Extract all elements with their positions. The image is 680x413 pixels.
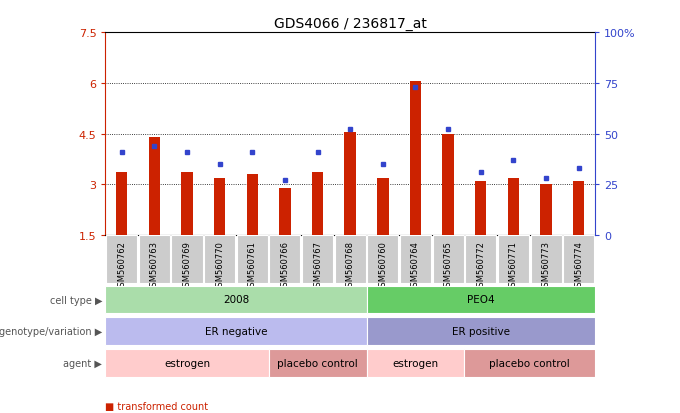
Bar: [116, 173, 127, 235]
Text: GSM560760: GSM560760: [378, 240, 388, 291]
Text: PEO4: PEO4: [467, 294, 494, 304]
Bar: [367, 318, 595, 345]
Bar: [345, 133, 356, 235]
Text: ■ transformed count: ■ transformed count: [105, 401, 209, 411]
Bar: [464, 349, 595, 377]
Text: GSM560766: GSM560766: [280, 240, 290, 291]
Bar: [335, 235, 366, 283]
Bar: [204, 235, 235, 283]
Bar: [106, 235, 137, 283]
Text: estrogen: estrogen: [392, 358, 439, 368]
Bar: [400, 235, 431, 283]
Text: GSM560763: GSM560763: [150, 240, 159, 291]
Bar: [105, 318, 367, 345]
Text: GSM560774: GSM560774: [574, 240, 583, 291]
Text: GSM560765: GSM560765: [443, 240, 453, 291]
Text: agent ▶: agent ▶: [63, 358, 102, 368]
Text: cell type ▶: cell type ▶: [50, 295, 102, 305]
Title: GDS4066 / 236817_at: GDS4066 / 236817_at: [274, 17, 426, 31]
Bar: [105, 349, 269, 377]
Text: GSM560762: GSM560762: [117, 240, 126, 291]
Bar: [105, 286, 367, 313]
Text: GSM560770: GSM560770: [215, 240, 224, 291]
Bar: [498, 235, 529, 283]
Bar: [171, 235, 203, 283]
Bar: [443, 134, 454, 235]
Text: GSM560772: GSM560772: [476, 240, 486, 291]
Bar: [573, 181, 584, 235]
Bar: [475, 181, 486, 235]
Bar: [237, 235, 268, 283]
Bar: [465, 235, 496, 283]
Bar: [530, 235, 562, 283]
Text: GSM560761: GSM560761: [248, 240, 257, 291]
Bar: [410, 82, 421, 235]
Text: genotype/variation ▶: genotype/variation ▶: [0, 327, 102, 337]
Text: GSM560773: GSM560773: [541, 240, 551, 291]
Bar: [214, 178, 225, 235]
Text: 2008: 2008: [223, 294, 249, 304]
Bar: [508, 178, 519, 235]
Text: GSM560771: GSM560771: [509, 240, 518, 291]
Bar: [312, 173, 323, 235]
Bar: [279, 188, 290, 235]
Text: ER positive: ER positive: [452, 326, 510, 336]
Bar: [247, 175, 258, 235]
Bar: [302, 235, 333, 283]
Text: placebo control: placebo control: [277, 358, 358, 368]
Bar: [367, 235, 398, 283]
Bar: [269, 235, 301, 283]
Text: GSM560767: GSM560767: [313, 240, 322, 291]
Text: estrogen: estrogen: [164, 358, 210, 368]
Text: GSM560768: GSM560768: [345, 240, 355, 291]
Bar: [367, 286, 595, 313]
Text: placebo control: placebo control: [490, 358, 570, 368]
Bar: [432, 235, 464, 283]
Text: GSM560764: GSM560764: [411, 240, 420, 291]
Bar: [269, 349, 367, 377]
Bar: [377, 178, 388, 235]
Bar: [182, 173, 192, 235]
Bar: [149, 138, 160, 235]
Bar: [541, 185, 551, 235]
Text: ER negative: ER negative: [205, 326, 267, 336]
Bar: [367, 349, 464, 377]
Bar: [139, 235, 170, 283]
Text: GSM560769: GSM560769: [182, 240, 192, 291]
Bar: [563, 235, 594, 283]
